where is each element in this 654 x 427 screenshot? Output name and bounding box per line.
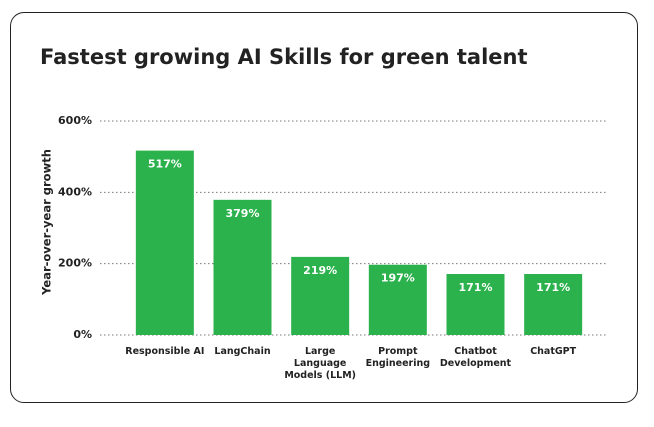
card — [10, 12, 638, 403]
value-label: 379% — [226, 207, 260, 220]
value-label: 171% — [459, 281, 493, 294]
y-tick-label: 0% — [73, 328, 92, 341]
bar — [291, 256, 350, 335]
bar — [135, 150, 194, 335]
y-tick-label: 400% — [58, 185, 92, 198]
value-label: 197% — [381, 272, 415, 285]
y-axis-label: Year-over-year growth — [40, 149, 54, 296]
y-tick-label: 200% — [58, 257, 92, 270]
x-tick-label: Large Language Models (LLM) — [284, 346, 356, 381]
bar — [213, 199, 272, 335]
bar — [524, 274, 583, 335]
y-tick-label: 600% — [58, 114, 92, 127]
value-label: 517% — [148, 158, 182, 171]
x-tick-label: LangChain — [214, 346, 271, 357]
value-label: 219% — [303, 264, 337, 277]
x-tick-label: Responsible AI — [125, 346, 205, 357]
x-tick-label: Prompt Engineering — [365, 346, 431, 369]
x-tick-label: Chatbot Development — [439, 346, 512, 369]
bar — [446, 274, 505, 335]
value-label: 171% — [536, 281, 570, 294]
bar — [368, 264, 427, 335]
chart-title: Fastest growing AI Skills for green tale… — [40, 45, 528, 69]
x-tick-label: ChatGPT — [530, 346, 577, 357]
